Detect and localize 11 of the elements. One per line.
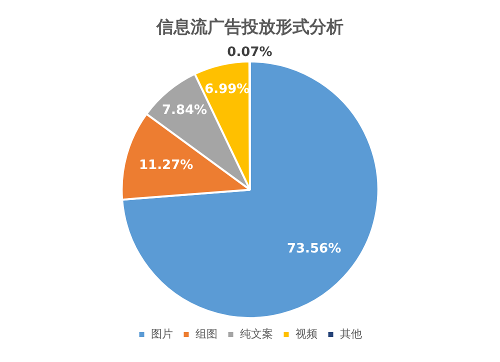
data-label: 11.27% xyxy=(139,158,194,174)
legend-label: 纯文案 xyxy=(240,327,273,340)
data-label: 73.56% xyxy=(286,241,342,256)
legend-label: 图片 xyxy=(150,327,173,340)
data-label: 7.84% xyxy=(162,103,208,118)
legend-label: 其他 xyxy=(340,327,362,340)
chart-title: 信息流广告投放形式分析 xyxy=(156,18,344,38)
data-label: 0.07% xyxy=(227,44,272,60)
data-label: 6.99% xyxy=(204,82,250,98)
legend-label: 视频 xyxy=(295,327,318,340)
legend-label: 组图 xyxy=(195,327,218,340)
